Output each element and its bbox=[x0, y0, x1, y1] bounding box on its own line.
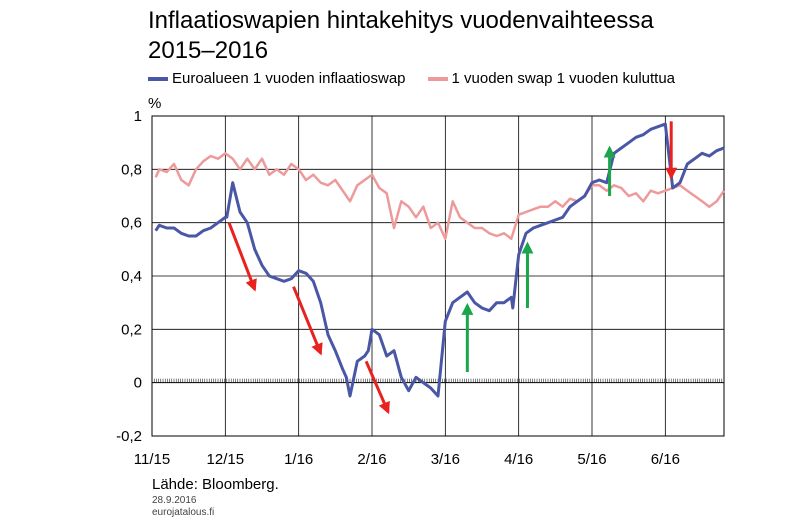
chart-title-line1: Inflaatioswapien hintakehitys vuodenvaih… bbox=[148, 7, 654, 34]
red-arrow-annotation bbox=[227, 222, 257, 292]
legend-label-forward: 1 vuoden swap 1 vuoden kuluttua bbox=[451, 70, 676, 87]
y-tick-label: -0,2 bbox=[116, 428, 142, 445]
y-axis-label: % bbox=[148, 95, 161, 112]
legend-item-forward: 1 vuoden swap 1 vuoden kuluttua bbox=[427, 70, 676, 87]
red-arrow-annotation bbox=[292, 286, 323, 356]
y-tick-label: 0,4 bbox=[121, 268, 142, 285]
site-name: eurojatalous.fi bbox=[152, 507, 215, 518]
legend-label-swap: Euroalueen 1 vuoden inflaatioswap bbox=[172, 70, 406, 87]
legend-item-swap: Euroalueen 1 vuoden inflaatioswap bbox=[148, 70, 406, 87]
x-tick-label: 11/15 bbox=[134, 451, 170, 468]
chart-title-line2: 2015–2016 bbox=[148, 37, 269, 64]
plot-frame bbox=[151, 115, 725, 437]
x-tick-label: 2/16 bbox=[357, 451, 386, 468]
chart-title: Inflaatioswapien hintakehitys vuodenvaih… bbox=[148, 6, 654, 66]
red-arrow-annotation bbox=[364, 360, 390, 415]
legend-swatch-forward bbox=[427, 76, 448, 81]
series-line-inflation-swap bbox=[154, 122, 725, 398]
x-tick-label: 3/16 bbox=[431, 451, 460, 468]
y-tick-label: 0,6 bbox=[121, 215, 142, 232]
x-tick-label: 12/15 bbox=[207, 451, 245, 468]
y-tick-label: 0 bbox=[134, 375, 142, 392]
publish-date: 28.9.2016 bbox=[152, 495, 197, 506]
source-note: Lähde: Bloomberg. bbox=[152, 476, 279, 493]
legend-swatch-swap bbox=[148, 76, 168, 81]
chart-legend: Euroalueen 1 vuoden inflaatioswap 1 vuod… bbox=[148, 70, 675, 87]
series-line-forward-swap bbox=[154, 152, 726, 240]
y-tick-label: 1 bbox=[134, 108, 142, 125]
x-tick-label: 6/16 bbox=[651, 451, 680, 468]
x-tick-label: 1/16 bbox=[284, 451, 313, 468]
x-tick-label: 5/16 bbox=[577, 451, 606, 468]
y-tick-label: 0,2 bbox=[121, 321, 142, 338]
y-tick-label: 0,8 bbox=[121, 161, 142, 178]
x-tick-label: 4/16 bbox=[504, 451, 533, 468]
